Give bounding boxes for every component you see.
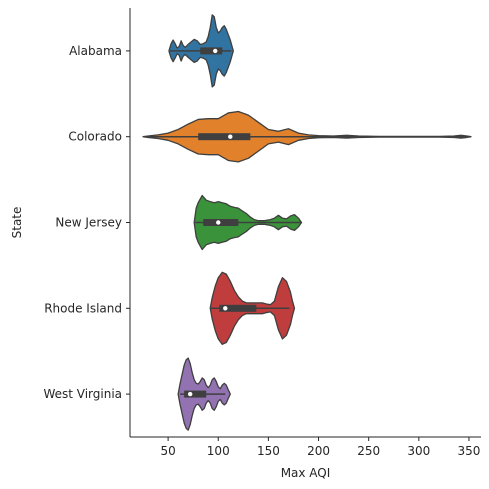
violins-group xyxy=(142,14,472,431)
median-marker-colorado xyxy=(228,134,233,139)
median-marker-rhode-island xyxy=(223,306,228,311)
median-marker-new-jersey xyxy=(216,220,221,225)
x-axis-ticks: 50 100 150 200 250 300 350 xyxy=(160,437,480,458)
y-tick-label: West Virginia xyxy=(43,387,122,401)
iqr-box-alabama xyxy=(200,47,223,55)
iqr-box-rhode-island xyxy=(219,304,257,312)
x-tick-label: 50 xyxy=(160,444,175,458)
x-tick-label: 150 xyxy=(257,444,280,458)
iqr-box-colorado xyxy=(198,133,251,141)
y-tick-label: Alabama xyxy=(69,44,122,58)
median-marker-alabama xyxy=(213,48,218,54)
y-tick-label: New Jersey xyxy=(55,216,122,230)
x-tick-label: 300 xyxy=(407,444,430,458)
x-tick-label: 350 xyxy=(458,444,481,458)
x-tick-label: 100 xyxy=(207,444,230,458)
iqr-box-new-jersey xyxy=(203,219,239,226)
x-tick-label: 200 xyxy=(307,444,330,458)
y-tick-label: Rhode Island xyxy=(44,301,122,315)
y-axis-label: State xyxy=(10,207,24,239)
x-tick-label: 250 xyxy=(357,444,380,458)
median-marker-west-virginia xyxy=(187,391,193,397)
y-tick-label: Colorado xyxy=(68,130,122,144)
iqr-box-west-virginia xyxy=(184,390,207,398)
y-axis-ticks: Alabama Colorado New Jersey Rhode Island Wes… xyxy=(43,44,130,401)
x-axis-label: Max AQI xyxy=(281,466,331,480)
